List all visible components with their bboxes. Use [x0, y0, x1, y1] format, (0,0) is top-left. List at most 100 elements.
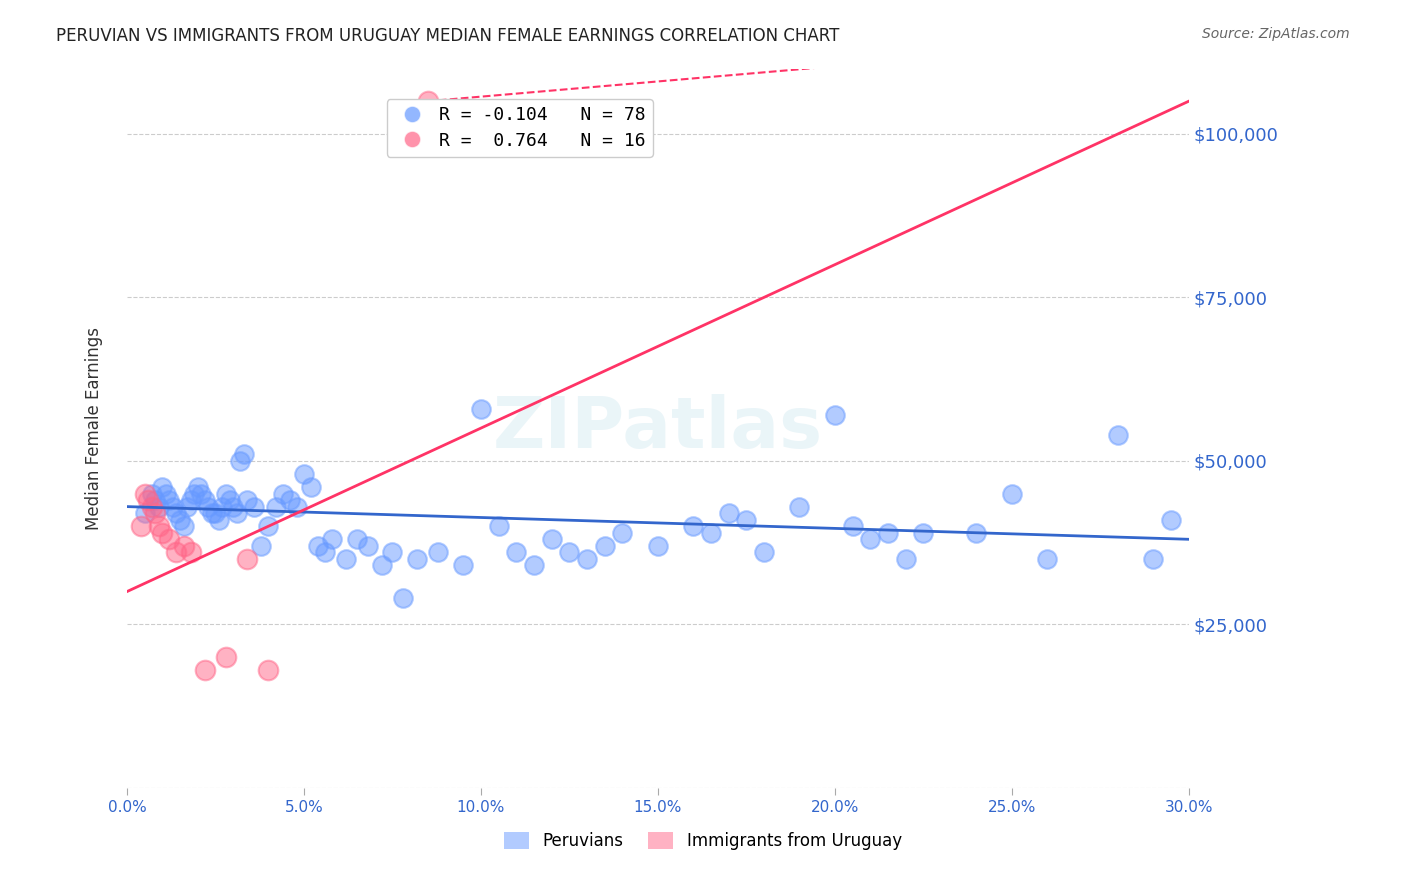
Point	[859, 533, 882, 547]
Point	[173, 539, 195, 553]
Point	[194, 663, 217, 677]
Point	[416, 94, 439, 108]
Point	[682, 519, 704, 533]
Point	[789, 500, 811, 514]
Point	[215, 486, 238, 500]
Point	[314, 545, 336, 559]
Point	[593, 539, 616, 553]
Point	[735, 513, 758, 527]
Point	[1142, 552, 1164, 566]
Point	[392, 591, 415, 606]
Point	[157, 533, 180, 547]
Point	[204, 506, 226, 520]
Text: ZIPatlas: ZIPatlas	[492, 393, 823, 463]
Point	[752, 545, 775, 559]
Point	[155, 486, 177, 500]
Point	[346, 533, 368, 547]
Point	[180, 493, 202, 508]
Point	[150, 480, 173, 494]
Point	[381, 545, 404, 559]
Point	[505, 545, 527, 559]
Y-axis label: Median Female Earnings: Median Female Earnings	[86, 326, 103, 530]
Point	[558, 545, 581, 559]
Point	[271, 486, 294, 500]
Point	[700, 525, 723, 540]
Point	[190, 486, 212, 500]
Point	[894, 552, 917, 566]
Point	[278, 493, 301, 508]
Point	[222, 500, 245, 514]
Point	[129, 519, 152, 533]
Point	[166, 506, 188, 520]
Point	[1036, 552, 1059, 566]
Point	[321, 533, 343, 547]
Point	[236, 552, 259, 566]
Text: Source: ZipAtlas.com: Source: ZipAtlas.com	[1202, 27, 1350, 41]
Legend: R = -0.104   N = 78, R =  0.764   N = 16: R = -0.104 N = 78, R = 0.764 N = 16	[387, 99, 652, 157]
Point	[307, 539, 329, 553]
Point	[162, 500, 184, 514]
Point	[215, 650, 238, 665]
Point	[717, 506, 740, 520]
Point	[150, 525, 173, 540]
Point	[218, 493, 240, 508]
Point	[257, 519, 280, 533]
Point	[211, 500, 233, 514]
Point	[1107, 427, 1129, 442]
Point	[136, 493, 159, 508]
Point	[824, 408, 846, 422]
Point	[187, 480, 209, 494]
Point	[576, 552, 599, 566]
Point	[841, 519, 863, 533]
Point	[427, 545, 450, 559]
Point	[232, 447, 254, 461]
Point	[292, 467, 315, 481]
Point	[180, 545, 202, 559]
Point	[157, 493, 180, 508]
Point	[1001, 486, 1024, 500]
Point	[406, 552, 429, 566]
Point	[229, 454, 252, 468]
Point	[176, 500, 198, 514]
Point	[335, 552, 357, 566]
Point	[141, 486, 163, 500]
Point	[540, 533, 562, 547]
Point	[647, 539, 669, 553]
Point	[225, 506, 247, 520]
Point	[912, 525, 935, 540]
Point	[148, 519, 170, 533]
Point	[451, 558, 474, 573]
Point	[236, 493, 259, 508]
Point	[169, 513, 191, 527]
Point	[243, 500, 266, 514]
Point	[1160, 513, 1182, 527]
Point	[134, 506, 156, 520]
Point	[183, 486, 205, 500]
Point	[250, 539, 273, 553]
Point	[141, 500, 163, 514]
Point	[965, 525, 987, 540]
Legend: Peruvians, Immigrants from Uruguay: Peruvians, Immigrants from Uruguay	[498, 825, 908, 857]
Point	[285, 500, 308, 514]
Point	[470, 401, 492, 416]
Point	[877, 525, 900, 540]
Point	[523, 558, 546, 573]
Point	[143, 506, 166, 520]
Text: PERUVIAN VS IMMIGRANTS FROM URUGUAY MEDIAN FEMALE EARNINGS CORRELATION CHART: PERUVIAN VS IMMIGRANTS FROM URUGUAY MEDI…	[56, 27, 839, 45]
Point	[194, 493, 217, 508]
Point	[299, 480, 322, 494]
Point	[173, 519, 195, 533]
Point	[197, 500, 219, 514]
Point	[264, 500, 287, 514]
Point	[143, 493, 166, 508]
Point	[208, 513, 231, 527]
Point	[257, 663, 280, 677]
Point	[356, 539, 378, 553]
Point	[166, 545, 188, 559]
Point	[201, 506, 224, 520]
Point	[148, 500, 170, 514]
Point	[371, 558, 394, 573]
Point	[134, 486, 156, 500]
Point	[612, 525, 634, 540]
Point	[488, 519, 510, 533]
